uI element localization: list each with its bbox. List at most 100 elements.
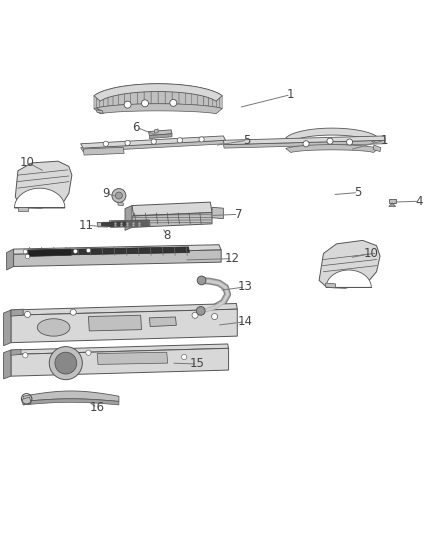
Polygon shape xyxy=(216,92,220,108)
Polygon shape xyxy=(7,249,14,270)
Polygon shape xyxy=(212,207,223,219)
Polygon shape xyxy=(11,344,229,354)
Polygon shape xyxy=(103,90,108,107)
Polygon shape xyxy=(113,87,118,106)
Polygon shape xyxy=(108,88,113,106)
Polygon shape xyxy=(23,391,119,401)
Polygon shape xyxy=(148,130,172,135)
Circle shape xyxy=(192,312,198,318)
Text: 14: 14 xyxy=(237,316,253,328)
Polygon shape xyxy=(23,399,119,405)
Polygon shape xyxy=(373,145,381,151)
Polygon shape xyxy=(11,303,237,315)
Polygon shape xyxy=(155,129,158,133)
Polygon shape xyxy=(14,250,221,266)
Circle shape xyxy=(196,306,205,315)
Polygon shape xyxy=(83,147,124,155)
Circle shape xyxy=(141,100,148,107)
Circle shape xyxy=(112,189,126,203)
Polygon shape xyxy=(326,270,371,287)
Polygon shape xyxy=(97,222,128,227)
Circle shape xyxy=(177,138,183,143)
Polygon shape xyxy=(81,140,226,151)
Text: 10: 10 xyxy=(19,156,34,168)
Polygon shape xyxy=(11,349,229,376)
Polygon shape xyxy=(14,188,65,208)
Polygon shape xyxy=(28,247,189,256)
Circle shape xyxy=(303,141,309,147)
Polygon shape xyxy=(165,84,172,104)
Polygon shape xyxy=(14,245,221,254)
Polygon shape xyxy=(94,84,222,101)
Circle shape xyxy=(73,249,78,254)
Text: 15: 15 xyxy=(190,358,205,370)
Polygon shape xyxy=(15,161,72,208)
Polygon shape xyxy=(4,350,11,379)
Circle shape xyxy=(70,309,76,315)
Circle shape xyxy=(199,137,204,142)
Polygon shape xyxy=(389,203,396,206)
Polygon shape xyxy=(325,283,336,288)
Text: 8: 8 xyxy=(163,229,170,241)
Text: 11: 11 xyxy=(79,219,94,232)
Polygon shape xyxy=(124,85,131,104)
Circle shape xyxy=(212,313,218,320)
Circle shape xyxy=(346,139,353,145)
Polygon shape xyxy=(186,85,192,104)
Polygon shape xyxy=(158,84,165,104)
Polygon shape xyxy=(100,91,103,107)
Polygon shape xyxy=(149,134,172,139)
Text: 6: 6 xyxy=(133,121,140,134)
Polygon shape xyxy=(132,202,212,216)
Polygon shape xyxy=(4,310,11,346)
Polygon shape xyxy=(203,88,208,106)
Polygon shape xyxy=(137,84,144,104)
Polygon shape xyxy=(97,352,168,365)
Text: 5: 5 xyxy=(244,134,251,147)
Circle shape xyxy=(86,350,91,356)
Circle shape xyxy=(23,249,28,254)
Polygon shape xyxy=(102,222,125,227)
Text: 13: 13 xyxy=(238,280,253,294)
Circle shape xyxy=(327,138,333,144)
Polygon shape xyxy=(110,220,150,228)
Circle shape xyxy=(86,248,91,253)
Polygon shape xyxy=(11,349,21,356)
Polygon shape xyxy=(223,136,385,144)
Circle shape xyxy=(125,140,130,146)
Polygon shape xyxy=(144,84,151,104)
Polygon shape xyxy=(212,91,216,107)
Polygon shape xyxy=(151,84,158,104)
Polygon shape xyxy=(286,128,378,142)
Polygon shape xyxy=(223,140,385,148)
Polygon shape xyxy=(111,220,149,227)
Polygon shape xyxy=(94,104,222,114)
Polygon shape xyxy=(94,94,96,109)
Polygon shape xyxy=(22,397,31,405)
Polygon shape xyxy=(179,85,186,104)
Polygon shape xyxy=(319,240,380,288)
Polygon shape xyxy=(125,206,132,230)
Polygon shape xyxy=(118,86,124,105)
Text: 1: 1 xyxy=(287,88,295,101)
Circle shape xyxy=(23,353,28,358)
Polygon shape xyxy=(11,309,237,343)
Circle shape xyxy=(116,192,122,199)
Text: 16: 16 xyxy=(90,401,105,415)
Polygon shape xyxy=(96,110,103,114)
Polygon shape xyxy=(28,249,71,256)
Polygon shape xyxy=(118,202,123,206)
Polygon shape xyxy=(172,84,179,104)
Circle shape xyxy=(55,352,77,374)
Polygon shape xyxy=(11,309,23,316)
Text: 7: 7 xyxy=(235,208,242,221)
Circle shape xyxy=(182,354,187,360)
Polygon shape xyxy=(192,86,198,105)
Circle shape xyxy=(49,346,82,379)
Polygon shape xyxy=(18,207,28,211)
Circle shape xyxy=(124,101,131,108)
Polygon shape xyxy=(88,315,141,331)
Ellipse shape xyxy=(37,319,70,336)
Polygon shape xyxy=(286,144,378,152)
Text: 9: 9 xyxy=(102,187,110,200)
